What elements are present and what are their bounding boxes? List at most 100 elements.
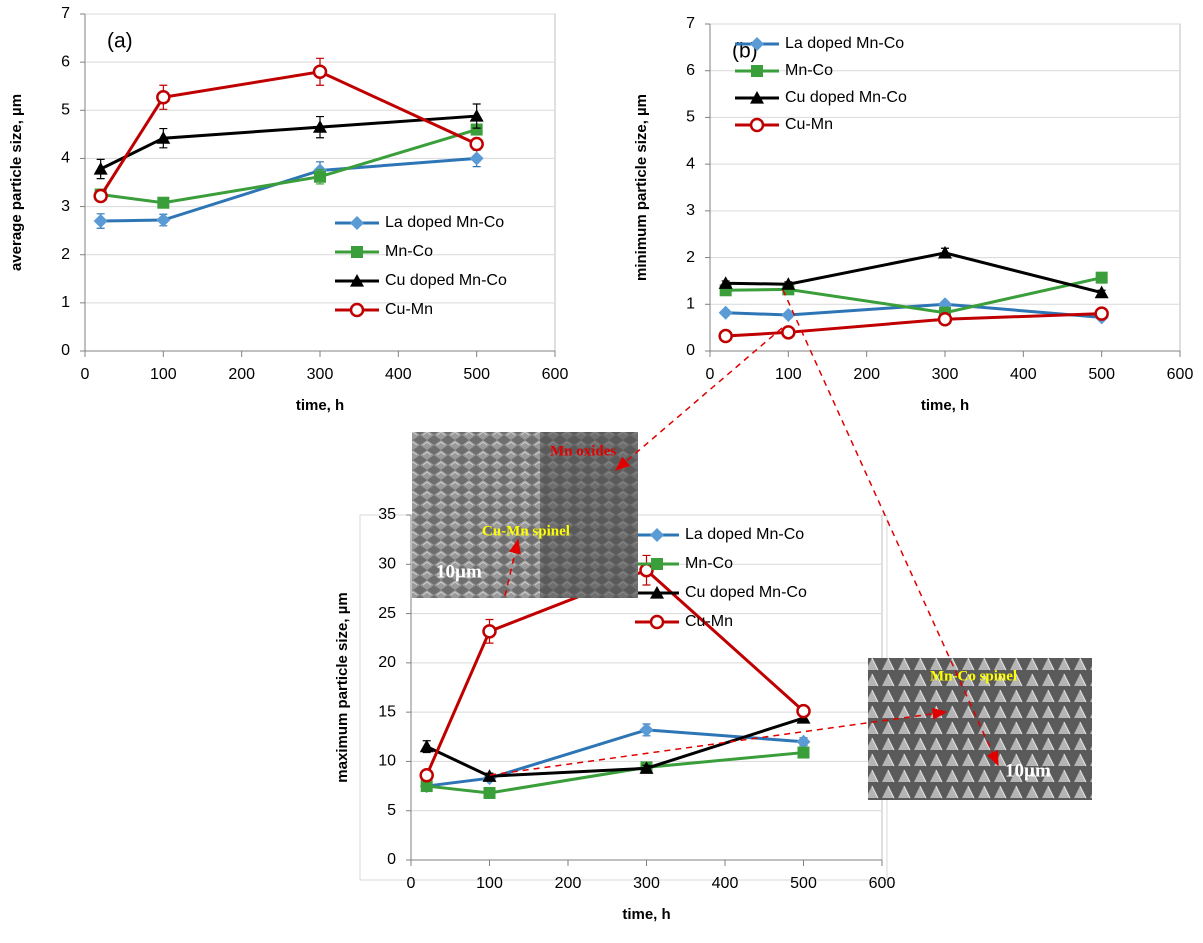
- legend-label: Cu-Mn: [785, 116, 833, 133]
- legend-label: Cu-Mn: [685, 613, 733, 630]
- x-tick-label: 0: [706, 366, 715, 383]
- x-tick-label: 0: [81, 366, 90, 383]
- series-line: [100, 156, 477, 223]
- marker: [470, 123, 483, 136]
- marker: [750, 37, 764, 51]
- panel-label: (a): [107, 30, 133, 53]
- marker: [781, 308, 796, 323]
- marker: [419, 739, 434, 753]
- x-axis-label: time, h: [622, 906, 670, 923]
- inset-label: Mn oxides: [550, 443, 616, 459]
- series-line: [99, 70, 478, 197]
- marker: [718, 328, 733, 344]
- x-tick-label: 500: [790, 875, 817, 892]
- y-tick-label: 20: [378, 654, 396, 671]
- y-tick-label: 6: [61, 53, 70, 70]
- x-tick-label: 600: [1167, 366, 1194, 383]
- chart: 0 1 2 3 4 5 6 7 0 100 200 300 400 500 600 time, h minimu…: [633, 15, 1193, 414]
- series-line: [100, 114, 477, 171]
- chart: 0 5 10 15 20 25 30 35 0 100 200 300 400 500 600 time, h…: [334, 506, 895, 923]
- marker: [93, 162, 108, 175]
- legend-label: La doped Mn-Co: [685, 526, 804, 543]
- x-axis-label: time, h: [296, 397, 344, 414]
- marker: [781, 277, 796, 290]
- marker: [350, 216, 364, 230]
- y-tick-label: 3: [61, 198, 70, 215]
- marker: [469, 151, 484, 166]
- legend-label: Cu-Mn: [385, 301, 433, 318]
- marker: [351, 246, 363, 258]
- series-line: [426, 716, 804, 778]
- series-line: [725, 276, 1102, 315]
- y-tick-label: 0: [61, 342, 70, 359]
- y-tick-label: 10: [378, 753, 396, 770]
- legend-label: Mn-Co: [685, 555, 733, 572]
- inset-label: Mn-Co spinel: [930, 668, 1017, 684]
- legend-label: La doped Mn-Co: [785, 35, 904, 52]
- x-tick-label: 400: [712, 875, 739, 892]
- x-tick-label: 300: [307, 366, 334, 383]
- y-tick-label: 5: [387, 802, 396, 819]
- y-tick-label: 7: [686, 15, 695, 32]
- x-tick-label: 0: [407, 875, 416, 892]
- marker: [93, 188, 108, 204]
- series-line: [725, 302, 1102, 319]
- x-tick-label: 200: [555, 875, 582, 892]
- marker: [1095, 271, 1108, 284]
- arrow: [614, 327, 783, 471]
- marker: [420, 780, 433, 793]
- marker: [157, 196, 170, 209]
- marker: [419, 767, 434, 783]
- marker: [483, 786, 496, 799]
- series-line: [425, 568, 805, 776]
- marker: [937, 311, 953, 327]
- y-axis-label: minimum particle size, µm: [633, 94, 650, 281]
- marker: [650, 528, 664, 542]
- marker: [938, 245, 952, 259]
- marker: [1094, 285, 1109, 299]
- marker: [156, 90, 171, 105]
- legend-label: Cu doped Mn-Co: [385, 272, 507, 289]
- x-tick-label: 600: [869, 875, 896, 892]
- marker: [797, 746, 810, 759]
- y-tick-label: 2: [686, 249, 695, 266]
- x-tick-label: 200: [228, 366, 255, 383]
- y-tick-label: 2: [61, 246, 70, 263]
- marker: [649, 614, 665, 630]
- marker: [314, 170, 326, 183]
- marker: [639, 761, 654, 774]
- marker: [482, 624, 497, 639]
- y-tick-label: 5: [686, 109, 695, 126]
- x-axis-label: time, h: [921, 397, 969, 414]
- legend-label: Cu doped Mn-Co: [685, 584, 807, 601]
- y-tick-label: 30: [378, 556, 396, 573]
- marker: [718, 276, 733, 289]
- marker: [751, 65, 763, 77]
- y-tick-label: 3: [686, 202, 695, 219]
- series-line: [426, 751, 804, 795]
- y-tick-label: 4: [686, 155, 695, 172]
- legend-label: Mn-Co: [785, 62, 833, 79]
- marker: [350, 274, 364, 287]
- marker: [349, 302, 365, 318]
- y-tick-label: 0: [686, 342, 695, 359]
- marker: [650, 586, 664, 599]
- y-tick-label: 0: [387, 851, 396, 868]
- marker: [749, 117, 765, 133]
- marker: [93, 214, 108, 229]
- y-tick-label: 5: [61, 102, 70, 119]
- marker: [781, 325, 796, 340]
- x-tick-label: 600: [542, 366, 569, 383]
- x-tick-label: 500: [463, 366, 490, 383]
- marker: [482, 769, 497, 782]
- series-line: [725, 312, 1102, 338]
- x-tick-label: 100: [775, 366, 802, 383]
- y-tick-label: 1: [61, 294, 70, 311]
- x-tick-label: 100: [476, 875, 503, 892]
- marker: [313, 120, 327, 133]
- x-tick-label: 200: [853, 366, 880, 383]
- inset-label: Cu-Mn spinel: [482, 523, 570, 539]
- marker: [796, 734, 811, 749]
- marker: [312, 64, 328, 80]
